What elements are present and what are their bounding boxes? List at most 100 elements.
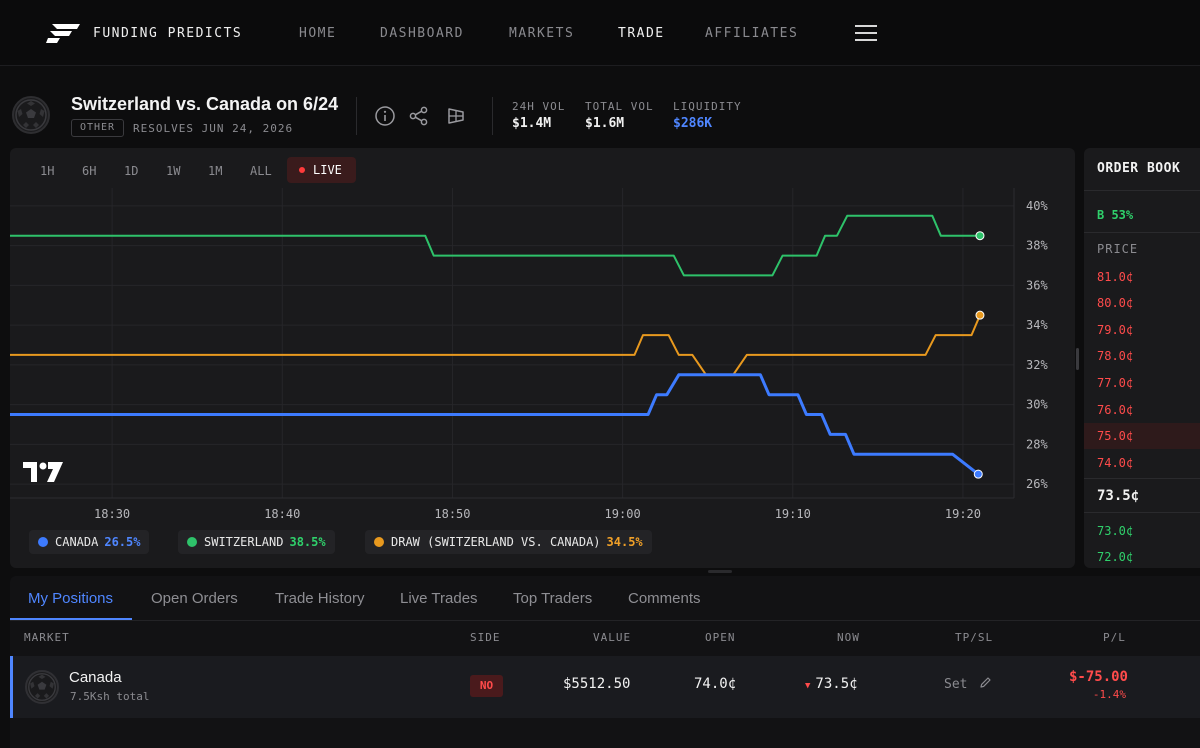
legend-canada[interactable]: CANADA 26.5% xyxy=(29,530,150,554)
tpsl-set-button[interactable]: Set xyxy=(944,676,992,692)
legend-draw[interactable]: DRAW (SWITZERLAND VS. CANADA) 34.5% xyxy=(365,530,652,554)
divider xyxy=(1084,478,1200,479)
legend-dot-icon xyxy=(187,537,197,547)
y-tick-label: 30% xyxy=(1026,398,1048,412)
panel-resize-handle[interactable] xyxy=(1076,348,1079,370)
x-tick-label: 19:00 xyxy=(605,507,641,521)
tradingview-logo-icon xyxy=(23,462,63,482)
bid-row[interactable]: 73.0¢ xyxy=(1097,524,1134,538)
category-tag[interactable]: OTHER xyxy=(71,119,124,137)
menu-icon[interactable] xyxy=(855,25,877,41)
ask-row[interactable]: 81.0¢ xyxy=(1097,270,1134,284)
tab-open-orders[interactable]: Open Orders xyxy=(151,590,238,607)
timeframe-1h[interactable]: 1H xyxy=(40,164,55,178)
bottom-panel-resize-handle[interactable] xyxy=(708,570,732,573)
ask-row-highlighted[interactable]: 75.0¢ xyxy=(1084,423,1200,449)
timeframe-1d[interactable]: 1D xyxy=(124,164,139,178)
stat-total-vol-value: $1.6M xyxy=(585,116,625,131)
y-tick-label: 26% xyxy=(1026,477,1048,491)
now-price-value: 73.5¢ xyxy=(815,676,858,692)
position-now-price: ▼ 73.5¢ xyxy=(805,676,858,692)
col-header-side: SIDE xyxy=(470,631,501,644)
x-tick-label: 18:30 xyxy=(94,507,130,521)
legend-dot-icon xyxy=(374,537,384,547)
header-divider xyxy=(492,97,493,135)
info-icon[interactable] xyxy=(374,105,396,127)
stat-liquidity-label: LIQUIDITY xyxy=(673,100,742,113)
y-tick-label: 36% xyxy=(1026,278,1048,292)
chart-ticks: 26% 28% 30% 32% 34% 36% 38% 40% 18:30 18:40 18:50 1… xyxy=(94,199,1048,521)
col-header-tpsl: TP/SL xyxy=(955,631,994,644)
position-pl-percent: -1.4% xyxy=(1092,688,1126,701)
tab-live-trades[interactable]: Live Trades xyxy=(400,590,478,607)
nav-trade[interactable]: TRADE xyxy=(618,26,665,41)
tab-trade-history[interactable]: Trade History xyxy=(275,590,365,607)
embed-icon[interactable] xyxy=(445,105,467,127)
positions-panel: My Positions Open Orders Trade History L… xyxy=(10,576,1200,748)
y-tick-label: 28% xyxy=(1026,437,1048,451)
series-endpoint-dot[interactable] xyxy=(975,231,985,241)
stat-liquidity-value: $286K xyxy=(673,116,713,131)
position-total: 7.5Ksh total xyxy=(70,690,150,703)
x-tick-label: 18:40 xyxy=(264,507,300,521)
position-value: $5512.50 xyxy=(563,676,631,692)
series-endpoint-dot[interactable] xyxy=(975,310,985,320)
ask-row[interactable]: 74.0¢ xyxy=(1097,456,1134,470)
chart-grid xyxy=(10,188,1015,499)
legend-name: CANADA xyxy=(55,535,99,549)
col-header-open: OPEN xyxy=(705,631,736,644)
timeframe-1m[interactable]: 1M xyxy=(208,164,223,178)
ask-row[interactable]: 78.0¢ xyxy=(1097,349,1134,363)
timeframe-all[interactable]: ALL xyxy=(250,164,272,178)
active-tab-indicator xyxy=(10,618,132,620)
nav-markets[interactable]: MARKETS xyxy=(509,26,575,41)
position-pl: $-75.00 xyxy=(1068,669,1128,685)
col-header-value: VALUE xyxy=(593,631,632,644)
y-tick-label: 38% xyxy=(1026,239,1048,253)
divider xyxy=(10,620,1200,621)
price-column-header: PRICE xyxy=(1097,242,1139,256)
chart-lines xyxy=(10,214,985,479)
timeframe-6h[interactable]: 6H xyxy=(82,164,97,178)
position-market-name: Canada xyxy=(69,669,122,686)
live-button[interactable]: LIVE xyxy=(287,157,356,183)
ask-row[interactable]: 77.0¢ xyxy=(1097,376,1134,390)
header-divider xyxy=(356,97,357,135)
timeframe-1w[interactable]: 1W xyxy=(166,164,181,178)
nav-home[interactable]: HOME xyxy=(299,26,337,41)
y-tick-label: 40% xyxy=(1026,199,1048,213)
table-row[interactable]: Canada 7.5Ksh total NO $5512.50 74.0¢ ▼ 7… xyxy=(10,656,1200,718)
series-line-switzerland xyxy=(10,214,980,277)
series-line-draw xyxy=(10,314,981,376)
nav-affiliates[interactable]: AFFILIATES xyxy=(705,26,799,41)
y-tick-label: 32% xyxy=(1026,358,1048,372)
brand-logo-icon[interactable] xyxy=(46,22,82,44)
soccer-ball-icon xyxy=(12,96,50,134)
series-endpoint-dot[interactable] xyxy=(973,469,983,479)
tab-my-positions[interactable]: My Positions xyxy=(28,590,114,607)
ask-row[interactable]: 80.0¢ xyxy=(1097,296,1134,310)
tab-comments[interactable]: Comments xyxy=(628,590,701,607)
order-book-ratio: B 53% xyxy=(1097,208,1134,222)
bid-row[interactable]: 72.0¢ xyxy=(1097,550,1134,564)
brand-name[interactable]: FUNDING PREDICTS xyxy=(93,26,243,41)
tab-top-traders[interactable]: Top Traders xyxy=(513,590,593,607)
ask-row[interactable]: 76.0¢ xyxy=(1097,403,1134,417)
legend-name: DRAW (SWITZERLAND VS. CANADA) xyxy=(391,535,601,549)
stat-total-vol-label: TOTAL VOL xyxy=(585,100,654,113)
stat-24h-vol-label: 24H VOL xyxy=(512,100,566,113)
price-chart[interactable]: 26% 28% 30% 32% 34% 36% 38% 40% 18:30 18:40 18:50 1… xyxy=(10,188,1075,523)
col-header-market: MARKET xyxy=(24,631,70,644)
legend-value: 38.5% xyxy=(289,535,326,549)
ask-row[interactable]: 79.0¢ xyxy=(1097,323,1134,337)
legend-dot-icon xyxy=(38,537,48,547)
side-badge: NO xyxy=(470,675,503,697)
nav-dashboard[interactable]: DASHBOARD xyxy=(380,26,464,41)
x-tick-label: 18:50 xyxy=(434,507,470,521)
divider xyxy=(1084,512,1200,513)
order-book-title: ORDER BOOK xyxy=(1097,161,1181,176)
top-nav: FUNDING PREDICTS HOME DASHBOARD MARKETS … xyxy=(0,0,1200,66)
share-icon[interactable] xyxy=(408,105,430,127)
legend-switzerland[interactable]: SWITZERLAND 38.5% xyxy=(178,530,335,554)
live-dot-icon xyxy=(299,167,305,173)
